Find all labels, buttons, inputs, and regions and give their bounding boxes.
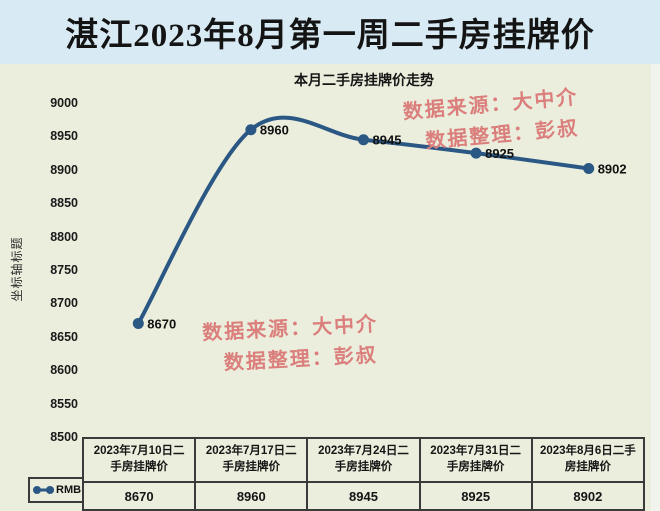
y-tick-label: 8600 — [50, 363, 78, 378]
watermark-middle-left: 数据来源：大中介 数据整理：彭叔 — [201, 309, 380, 380]
data-point-label: 8670 — [147, 316, 176, 331]
y-tick-label: 8650 — [50, 329, 78, 344]
legend-label: RMB — [56, 484, 82, 496]
chart-area[interactable]: 本月二手房挂牌价走势 坐标轴标题 9000 8950 8900 8850 8800 875… — [0, 64, 660, 511]
data-point-label: 8945 — [373, 133, 402, 148]
table-header-cell: 2023年7月17日二 手房挂牌价 — [194, 437, 309, 483]
table-header-cell: 2023年7月10日二 手房挂牌价 — [81, 437, 197, 483]
page-title: 湛江2023年8月第一周二手房挂牌价 — [65, 18, 595, 54]
data-point-marker — [358, 134, 369, 146]
y-tick-label: 8800 — [50, 229, 78, 244]
y-tick-label: 8700 — [50, 296, 78, 311]
chart-title: 本月二手房挂牌价走势 — [294, 72, 434, 88]
price-trend-line — [136, 115, 591, 326]
y-tick-label: 8550 — [50, 396, 78, 411]
line-plot: 8670 8960 8945 8925 8902 — [132, 115, 627, 331]
table-value-cell: 8960 — [194, 481, 309, 511]
table-value-cell: 8902 — [530, 481, 646, 511]
data-table: 2023年7月10日二 手房挂牌价 2023年7月17日二 手房挂牌价 2023年7… — [81, 437, 646, 511]
data-point-marker — [470, 147, 482, 159]
table-header-row: 2023年7月10日二 手房挂牌价 2023年7月17日二 手房挂牌价 2023年7… — [81, 437, 646, 483]
data-point-label: 8960 — [260, 123, 289, 138]
data-point-label: 8925 — [485, 146, 514, 161]
data-point-label: 8902 — [598, 161, 627, 176]
right-edge-strip — [651, 0, 660, 511]
y-tick-label: 8900 — [50, 162, 78, 177]
y-tick-label: 8750 — [50, 263, 78, 277]
data-point-marker — [132, 317, 144, 329]
table-header-cell: 2023年8月6日二手 房挂牌价 — [530, 437, 646, 483]
y-tick-label: 8950 — [50, 129, 78, 144]
legend-line-marker-icon — [33, 486, 54, 494]
table-value-cell: 8945 — [306, 481, 421, 511]
table-header-cell: 2023年7月31日二 手房挂牌价 — [418, 437, 533, 483]
data-point-marker — [245, 124, 257, 136]
table-header-cell: 2023年7月24日二 手房挂牌价 — [306, 437, 421, 483]
y-tick-label: 9000 — [50, 96, 78, 110]
table-value-cell: 8925 — [418, 481, 533, 511]
y-tick-label: 8850 — [50, 196, 78, 211]
legend: RMB — [28, 477, 82, 503]
page-title-bar: 湛江2023年8月第一周二手房挂牌价 — [0, 0, 660, 64]
y-tick-label: 8500 — [50, 430, 78, 444]
data-point-marker — [583, 162, 595, 174]
table-value-row: 8670 8960 8945 8925 8902 — [81, 481, 646, 511]
table-value-cell: 8670 — [81, 481, 197, 511]
